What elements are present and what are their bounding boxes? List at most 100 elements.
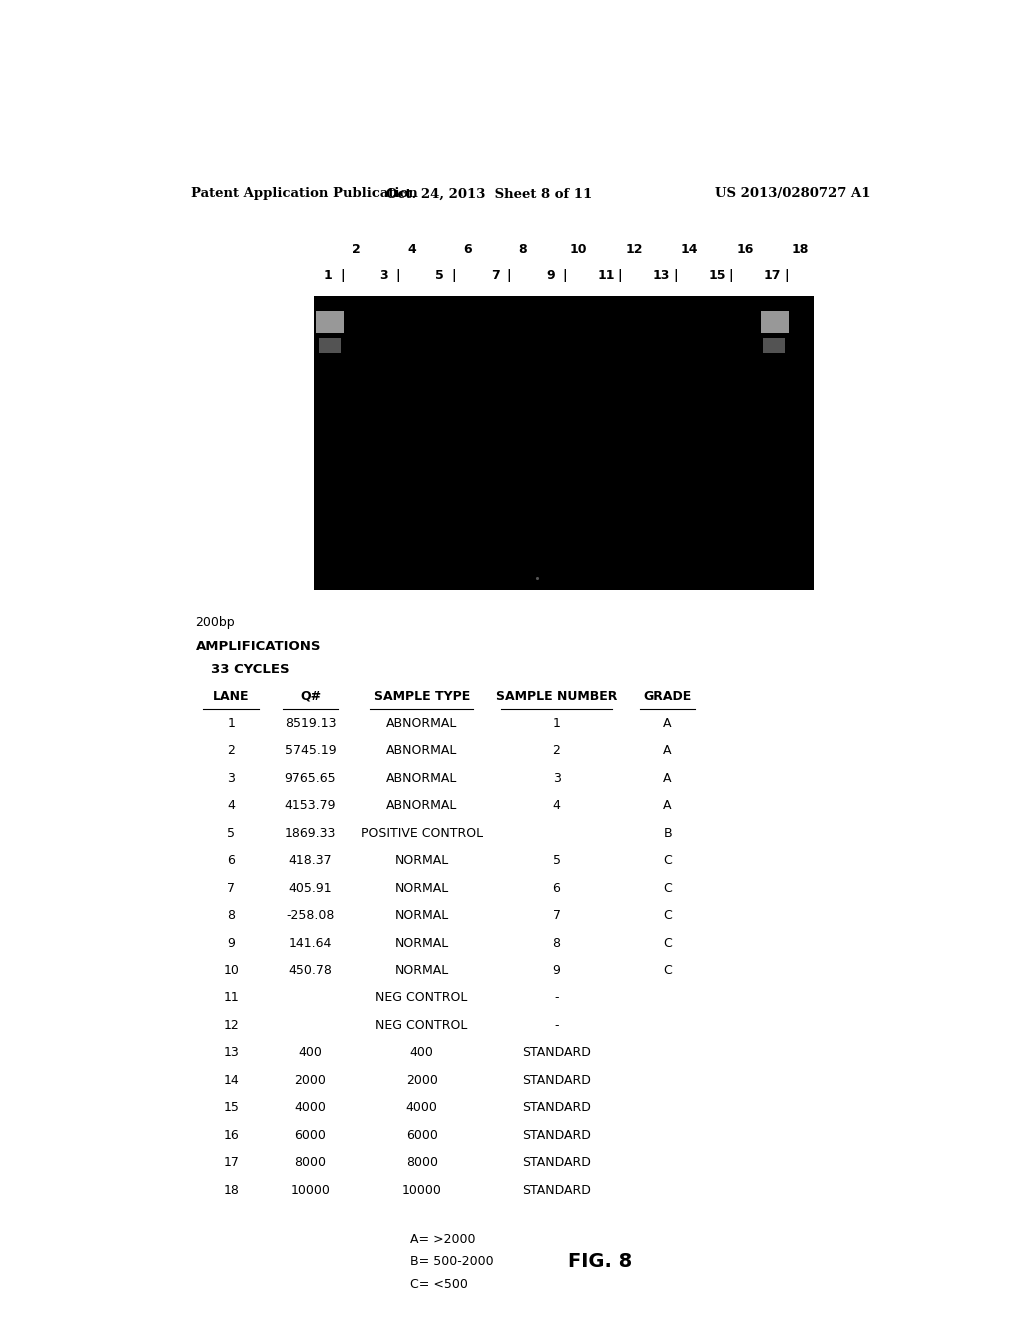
Text: SAMPLE NUMBER: SAMPLE NUMBER — [496, 689, 617, 702]
Text: STANDARD: STANDARD — [522, 1156, 591, 1170]
Text: GRADE: GRADE — [643, 689, 692, 702]
Text: NORMAL: NORMAL — [394, 854, 449, 867]
Text: |: | — [784, 269, 790, 281]
Text: 8: 8 — [553, 937, 560, 949]
Text: 11: 11 — [223, 991, 239, 1005]
Text: 405.91: 405.91 — [289, 882, 333, 895]
Text: 15: 15 — [223, 1101, 240, 1114]
Text: |: | — [617, 269, 623, 281]
Text: 6: 6 — [463, 243, 472, 256]
Text: |: | — [562, 269, 567, 281]
Text: C= <500: C= <500 — [410, 1278, 468, 1291]
Text: 12: 12 — [626, 243, 643, 256]
Text: 1869.33: 1869.33 — [285, 826, 336, 840]
Text: A: A — [664, 772, 672, 785]
Text: 2: 2 — [553, 744, 560, 758]
Text: 13: 13 — [653, 269, 671, 281]
Text: 450.78: 450.78 — [289, 964, 333, 977]
Text: FIG. 8: FIG. 8 — [568, 1253, 633, 1271]
Text: 8519.13: 8519.13 — [285, 717, 336, 730]
Text: 7: 7 — [553, 909, 560, 923]
Text: -258.08: -258.08 — [287, 909, 335, 923]
Text: 9: 9 — [553, 964, 560, 977]
Text: 1: 1 — [227, 717, 236, 730]
Text: B: B — [664, 826, 672, 840]
Text: A: A — [664, 744, 672, 758]
Text: 9: 9 — [546, 269, 555, 281]
Text: 5: 5 — [227, 826, 236, 840]
Text: ABNORMAL: ABNORMAL — [386, 744, 458, 758]
Text: |: | — [395, 269, 400, 281]
Text: STANDARD: STANDARD — [522, 1047, 591, 1060]
Text: 9765.65: 9765.65 — [285, 772, 336, 785]
Text: NORMAL: NORMAL — [394, 937, 449, 949]
Text: A: A — [664, 800, 672, 812]
Text: C: C — [664, 964, 672, 977]
Text: 7: 7 — [227, 882, 236, 895]
Text: 12: 12 — [223, 1019, 239, 1032]
Text: 3: 3 — [553, 772, 560, 785]
Text: 2: 2 — [352, 243, 360, 256]
Text: 141.64: 141.64 — [289, 937, 332, 949]
Text: 10000: 10000 — [291, 1184, 331, 1196]
Text: A: A — [664, 717, 672, 730]
Bar — [761, 312, 788, 333]
Text: 15: 15 — [709, 269, 726, 281]
Text: 2000: 2000 — [406, 1073, 437, 1086]
Text: 18: 18 — [223, 1184, 240, 1196]
Text: 5: 5 — [553, 854, 560, 867]
Text: 14: 14 — [223, 1073, 239, 1086]
Text: 4: 4 — [408, 243, 416, 256]
Text: |: | — [451, 269, 456, 281]
Text: NEG CONTROL: NEG CONTROL — [376, 991, 468, 1005]
Text: 18: 18 — [792, 243, 809, 256]
Text: 4: 4 — [553, 800, 560, 812]
Text: 17: 17 — [223, 1156, 240, 1170]
Text: NORMAL: NORMAL — [394, 909, 449, 923]
Text: 2: 2 — [227, 744, 236, 758]
Text: LANE: LANE — [213, 689, 250, 702]
Text: 5: 5 — [435, 269, 443, 281]
Text: Oct. 24, 2013  Sheet 8 of 11: Oct. 24, 2013 Sheet 8 of 11 — [386, 187, 592, 201]
Text: 4000: 4000 — [295, 1101, 327, 1114]
Text: NORMAL: NORMAL — [394, 882, 449, 895]
Text: |: | — [340, 269, 345, 281]
Text: 14: 14 — [681, 243, 698, 256]
Text: |: | — [507, 269, 511, 281]
Text: 200bp: 200bp — [196, 616, 236, 630]
Text: B= 500-2000: B= 500-2000 — [410, 1255, 494, 1269]
Text: ABNORMAL: ABNORMAL — [386, 717, 458, 730]
Text: |: | — [729, 269, 733, 281]
Text: C: C — [664, 854, 672, 867]
Text: 13: 13 — [223, 1047, 239, 1060]
Text: C: C — [664, 937, 672, 949]
Text: 1: 1 — [324, 269, 333, 281]
Text: 6: 6 — [227, 854, 236, 867]
Text: 6000: 6000 — [295, 1129, 327, 1142]
Text: 8000: 8000 — [406, 1156, 437, 1170]
Text: 10000: 10000 — [401, 1184, 441, 1196]
Text: STANDARD: STANDARD — [522, 1129, 591, 1142]
Text: 7: 7 — [490, 269, 500, 281]
Text: 16: 16 — [736, 243, 754, 256]
Text: 4: 4 — [227, 800, 236, 812]
Text: ABNORMAL: ABNORMAL — [386, 800, 458, 812]
Text: C: C — [664, 909, 672, 923]
Text: Q#: Q# — [300, 689, 322, 702]
Text: POSITIVE CONTROL: POSITIVE CONTROL — [360, 826, 482, 840]
Text: 9: 9 — [227, 937, 236, 949]
Text: 400: 400 — [299, 1047, 323, 1060]
Text: 418.37: 418.37 — [289, 854, 333, 867]
Text: Patent Application Publication: Patent Application Publication — [191, 187, 418, 201]
Text: US 2013/0280727 A1: US 2013/0280727 A1 — [715, 187, 870, 201]
Text: 1: 1 — [553, 717, 560, 730]
Text: 6: 6 — [553, 882, 560, 895]
Bar — [763, 338, 785, 352]
Bar — [314, 296, 814, 590]
Text: 3: 3 — [227, 772, 236, 785]
Text: 8: 8 — [518, 243, 527, 256]
Bar — [318, 338, 341, 352]
Text: 400: 400 — [410, 1047, 433, 1060]
Bar — [316, 312, 344, 333]
Text: 5745.19: 5745.19 — [285, 744, 336, 758]
